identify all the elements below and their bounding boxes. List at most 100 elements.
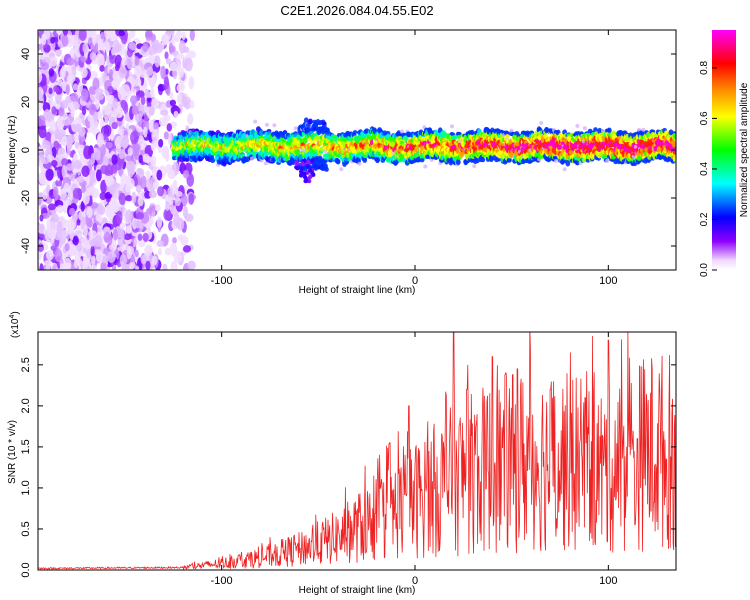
spectrogram-halo-cell bbox=[449, 124, 454, 129]
snr-x-tick-label: -100 bbox=[211, 575, 233, 587]
spectrogram-cell bbox=[167, 187, 173, 197]
spectrogram-cell bbox=[89, 51, 97, 62]
spectrogram-cell bbox=[51, 262, 58, 270]
spectrogram-cell bbox=[95, 169, 102, 182]
spectrogram-cell bbox=[56, 220, 63, 235]
spectrogram-cell bbox=[50, 213, 59, 223]
spectrogram-cell bbox=[156, 240, 165, 248]
spectrogram-cell bbox=[138, 103, 145, 117]
spectrogram-cell bbox=[58, 147, 66, 155]
spectrogram-y-tick-label: -40 bbox=[20, 238, 32, 254]
spectrogram-cell bbox=[147, 46, 155, 56]
spectrogram-cell bbox=[119, 253, 127, 267]
spectrogram-cell bbox=[129, 130, 139, 145]
spectrogram-cell bbox=[97, 110, 103, 119]
spectrogram-cell bbox=[38, 243, 45, 252]
spectrogram-cell bbox=[88, 230, 97, 238]
spectrogram-cell bbox=[125, 209, 133, 223]
spectrogram-cell bbox=[86, 249, 91, 259]
spectrogram-cell bbox=[127, 246, 134, 256]
spectrogram-cell bbox=[108, 68, 114, 83]
spectrogram-cell bbox=[97, 132, 104, 146]
spectrogram-cell bbox=[134, 265, 140, 270]
spectrogram-cell bbox=[92, 77, 100, 91]
spectrogram-cell bbox=[157, 83, 166, 92]
spectrogram-cell bbox=[118, 148, 125, 160]
spectrogram-cell bbox=[166, 123, 173, 132]
spectrogram-cell bbox=[180, 235, 189, 246]
spectrogram-cell bbox=[125, 195, 133, 202]
colorbar-tick-label: 0.8 bbox=[699, 61, 710, 75]
spectrogram-cell bbox=[114, 135, 123, 149]
spectrogram-cell bbox=[55, 48, 62, 57]
spectrogram-cell bbox=[99, 65, 105, 72]
spectrogram-cell bbox=[105, 174, 114, 188]
spectrogram-cell bbox=[160, 109, 169, 116]
spectrogram-cell bbox=[118, 65, 127, 79]
spectrogram-halo-cell bbox=[423, 164, 428, 169]
spectrogram-cell bbox=[131, 191, 137, 204]
spectrogram-cell bbox=[50, 36, 56, 44]
spectrogram-y-tick-label: -20 bbox=[20, 190, 32, 206]
spectrogram-cell bbox=[72, 187, 82, 200]
spectrogram-cell bbox=[142, 153, 150, 164]
spectrogram-halo-cell bbox=[605, 158, 610, 163]
spectrogram-cell bbox=[78, 30, 87, 42]
snr-y-tick-label: 1.5 bbox=[20, 439, 32, 454]
spectrogram-cell bbox=[93, 111, 99, 123]
spectrogram-cell bbox=[163, 76, 170, 90]
spectrogram-cell bbox=[38, 198, 42, 206]
spectrogram-halo-cell bbox=[554, 159, 559, 164]
spectrogram-cell bbox=[165, 30, 175, 36]
spectrogram-cell bbox=[107, 85, 114, 93]
spectrogram-feature-cell bbox=[300, 161, 305, 166]
spectrogram-cell bbox=[152, 180, 160, 190]
spectrogram-cell bbox=[114, 106, 124, 118]
spectrogram-cell bbox=[48, 68, 55, 77]
spectrogram-cell bbox=[137, 233, 143, 241]
spectrogram-cell bbox=[76, 219, 81, 226]
spectrogram-y-tick-label: 40 bbox=[20, 48, 32, 60]
spectrogram-cell bbox=[182, 169, 190, 179]
spectrogram-cell bbox=[151, 128, 160, 143]
spectrogram-cell bbox=[42, 192, 48, 200]
spectrogram-cell bbox=[41, 212, 51, 220]
spectrogram-cell bbox=[59, 263, 65, 270]
spectrogram-band-cell bbox=[362, 156, 368, 163]
spectrogram-cell bbox=[93, 234, 103, 247]
spectrogram-cell bbox=[78, 126, 86, 137]
spectrogram-cell bbox=[52, 186, 59, 198]
snr-panel: -100 0 100 0.00.51.01.52.02.5 Height of st… bbox=[7, 311, 677, 596]
spectrogram-cell bbox=[111, 163, 118, 174]
spectrogram-cell bbox=[134, 56, 140, 66]
spectrogram-cell bbox=[95, 93, 104, 101]
colorbar-scale bbox=[712, 30, 736, 270]
spectrogram-band-cell bbox=[506, 157, 512, 163]
spectrogram-cell bbox=[80, 88, 89, 102]
spectrogram-cell bbox=[90, 245, 95, 257]
spectrogram-cell bbox=[151, 255, 158, 266]
spectrogram-cell bbox=[57, 78, 63, 87]
spectrogram-cell bbox=[144, 88, 150, 99]
spectrogram-y-axis-label: Frequency (Hz) bbox=[7, 116, 18, 185]
spectrogram-cell bbox=[76, 242, 83, 252]
spectrogram-halo-cell bbox=[339, 167, 344, 172]
spectrogram-cell bbox=[104, 169, 113, 176]
spectrogram-cell bbox=[38, 115, 46, 128]
spectrogram-cell bbox=[41, 157, 50, 165]
spectrogram-cell bbox=[128, 262, 134, 270]
spectrogram-cell bbox=[112, 98, 118, 110]
spectrogram-band-cell bbox=[672, 155, 676, 162]
spectrogram-band-cell bbox=[308, 118, 313, 125]
spectrogram-band-cell bbox=[606, 127, 612, 133]
spectrogram-cell bbox=[61, 158, 69, 166]
spectrogram-cell bbox=[45, 168, 54, 181]
spectrogram-feature-cell bbox=[303, 178, 309, 183]
spectrogram-cell bbox=[61, 34, 69, 47]
spectrogram-cell bbox=[107, 251, 116, 263]
spectrogram-cell bbox=[81, 106, 87, 116]
spectrogram-cell bbox=[135, 185, 142, 193]
spectrogram-cell bbox=[112, 39, 120, 54]
spectrogram-cell bbox=[125, 183, 131, 193]
